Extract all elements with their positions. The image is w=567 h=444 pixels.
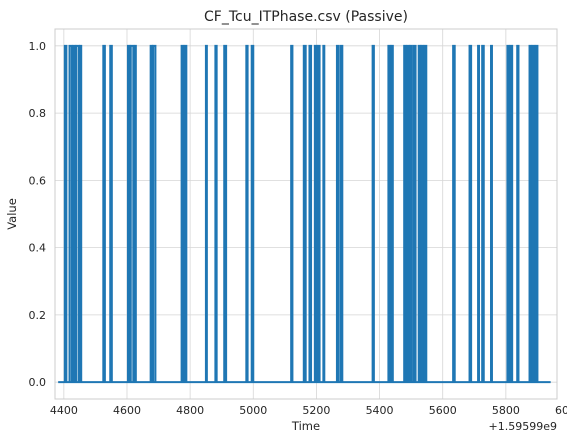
x-tick-label: 5000 [239,404,267,417]
x-tick-label: 5200 [302,404,330,417]
series-pulse [387,44,392,383]
tick-labels: 4400 4600 4800 5000 5200 5400 5600 5800 6000 0.0 0… [29,40,567,417]
series-pulse [423,44,428,383]
series-pulse [322,44,326,383]
series-pulse [531,44,536,383]
series-pulse [204,44,208,383]
series-pulse [516,44,520,383]
x-tick-label: 4800 [176,404,204,417]
series-pulse [180,44,185,383]
series-pulse [223,44,228,383]
series-pulse [409,44,413,383]
series-pulse [412,44,417,383]
x-axis-offset-label: +1.59599e9 [489,420,557,433]
series-pulse [290,44,294,383]
series-pulse [468,44,473,383]
y-tick-label: 0.0 [29,376,47,389]
series [58,44,551,384]
series-pulse [390,44,394,383]
series-pulse [68,44,73,383]
x-tick-label: 5800 [492,404,520,417]
plot-frame [54,28,558,400]
series-pulse [109,44,113,383]
series-pulse [417,44,422,383]
series-pulse [152,44,157,383]
series-pulse [250,44,255,383]
series-pulse [317,44,321,383]
series-pulse [371,44,375,383]
y-tick-label: 0.6 [29,174,47,187]
x-tick-label: 4600 [113,404,141,417]
series-pulse [481,44,485,383]
series-pulse [335,44,340,383]
series-pulse [126,44,131,383]
y-axis-label: Value [5,198,19,230]
x-tick-label: 5600 [429,404,457,417]
x-tick-label: 4400 [50,404,78,417]
x-axis-label: Time [291,419,320,433]
x-tick-label: 5400 [366,404,394,417]
y-tick-label: 0.2 [29,309,47,322]
series-pulse [149,44,154,383]
series-pulse [506,44,511,383]
series-pulse [339,44,344,383]
series-pulse [534,44,539,383]
series-pulse [302,44,307,383]
series-pulse [75,44,80,383]
x-tick-label: 6000 [555,404,567,417]
series-pulse [477,44,481,383]
series-pulse [509,44,514,383]
series-pulse [63,44,68,383]
chart-title: CF_Tcu_ITPhase.csv (Passive) [204,9,408,25]
y-tick-label: 0.8 [29,107,47,120]
series-pulse [403,44,407,383]
series-pulse [102,44,106,383]
series-pulse [72,44,77,383]
series-pulse [245,44,249,383]
series-pulse [313,44,318,383]
y-tick-label: 0.4 [29,242,47,255]
series-pulse [183,44,188,383]
series-pulse [452,44,456,383]
series-pulse [133,44,137,383]
series-pulse [308,44,313,383]
series-pulse [420,44,425,383]
series-pulse [214,44,218,383]
y-tick-label: 1.0 [29,40,47,53]
series-pulse [79,44,83,383]
series-pulse [490,44,493,383]
series-pulse [129,44,135,383]
series-pulse [528,44,533,383]
series-pulse [406,44,411,383]
